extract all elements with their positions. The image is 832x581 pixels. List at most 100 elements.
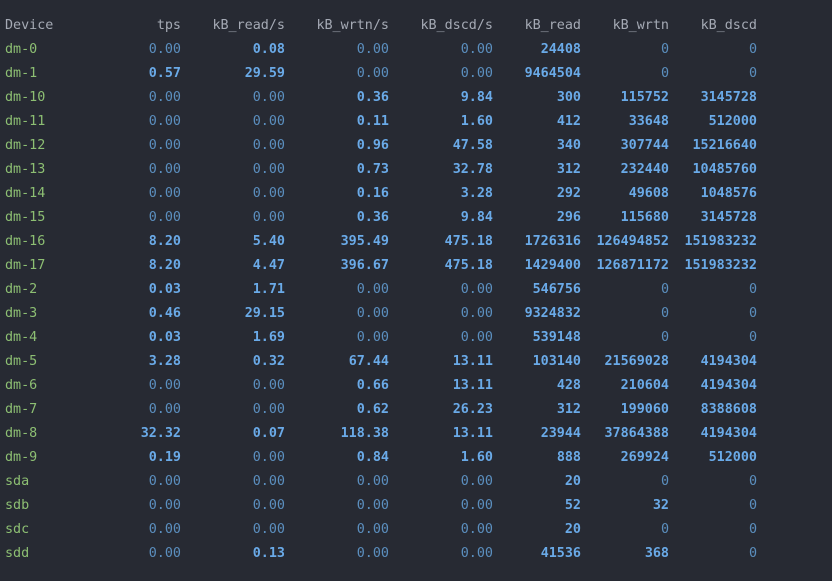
cell-kb-dscd-per-s: 475.18 — [444, 234, 493, 249]
cell-kb-dscd-per-s: 1.60 — [460, 114, 493, 129]
table-row: sdb 0.00 0.00 0.00 0.00 52 32 0 — [0, 494, 832, 518]
device-name: dm-15 — [5, 210, 46, 225]
table-row: dm-15 0.00 0.00 0.36 9.84 296 115680 3145728 — [0, 206, 832, 230]
cell-kb-dscd-per-s: 0.00 — [460, 42, 493, 57]
table-row: dm-16 8.20 5.40 395.49 475.18 1726316 12649485… — [0, 230, 832, 254]
cell-kb-read-per-s: 0.08 — [252, 42, 285, 57]
cell-kb-dscd: 0 — [748, 474, 757, 489]
cell-tps: 0.00 — [148, 162, 181, 177]
table-header: Device tps kB_read/s kB_wrtn/s kB_dscd/s… — [0, 14, 832, 38]
cell-kb-dscd-per-s: 9.84 — [460, 90, 493, 105]
cell-kb-read: 9324832 — [524, 306, 581, 321]
cell-kb-wrtn-per-s: 395.49 — [340, 234, 389, 249]
table-row: dm-12 0.00 0.00 0.96 47.58 340 307744 15216640 — [0, 134, 832, 158]
cell-kb-dscd: 4194304 — [700, 378, 757, 393]
cell-tps: 0.00 — [148, 402, 181, 417]
cell-kb-wrtn-per-s: 0.00 — [356, 330, 389, 345]
cell-kb-read-per-s: 4.47 — [252, 258, 285, 273]
cell-kb-wrtn: 33648 — [628, 114, 669, 129]
cell-kb-wrtn: 269924 — [620, 450, 669, 465]
cell-kb-read-per-s: 0.00 — [252, 522, 285, 537]
cell-kb-wrtn-per-s: 0.00 — [356, 66, 389, 81]
cell-kb-wrtn: 21569028 — [604, 354, 670, 369]
cell-kb-wrtn-per-s: 0.84 — [356, 450, 389, 465]
cell-kb-read: 300 — [556, 90, 581, 105]
cell-tps: 0.57 — [148, 66, 181, 81]
table-row: dm-2 0.03 1.71 0.00 0.00 546756 0 0 — [0, 278, 832, 302]
header-kb-wrtn-per-s: kB_wrtn/s — [316, 18, 389, 33]
cell-kb-read: 52 — [564, 498, 581, 513]
cell-kb-wrtn-per-s: 0.11 — [356, 114, 389, 129]
cell-kb-dscd-per-s: 0.00 — [460, 546, 493, 561]
cell-kb-dscd: 0 — [748, 522, 757, 537]
cell-kb-dscd: 512000 — [708, 450, 757, 465]
cell-kb-wrtn: 126494852 — [596, 234, 669, 249]
table-row: dm-7 0.00 0.00 0.62 26.23 312 199060 8388608 — [0, 398, 832, 422]
cell-kb-wrtn-per-s: 0.00 — [356, 546, 389, 561]
cell-kb-read: 428 — [556, 378, 581, 393]
cell-kb-read: 412 — [556, 114, 581, 129]
cell-kb-read: 296 — [556, 210, 581, 225]
cell-kb-wrtn-per-s: 0.00 — [356, 498, 389, 513]
device-name: dm-3 — [5, 306, 38, 321]
device-name: dm-17 — [5, 258, 46, 273]
cell-kb-wrtn: 199060 — [620, 402, 669, 417]
cell-kb-read: 20 — [564, 474, 581, 489]
cell-kb-dscd-per-s: 0.00 — [460, 522, 493, 537]
cell-kb-dscd: 0 — [748, 330, 757, 345]
cell-kb-dscd: 151983232 — [684, 258, 757, 273]
table-row: dm-6 0.00 0.00 0.66 13.11 428 210604 4194304 — [0, 374, 832, 398]
cell-kb-read: 41536 — [540, 546, 581, 561]
device-name: dm-4 — [5, 330, 38, 345]
cell-kb-read: 24408 — [540, 42, 581, 57]
cell-kb-wrtn-per-s: 0.36 — [356, 210, 389, 225]
cell-kb-wrtn: 368 — [644, 546, 669, 561]
cell-kb-wrtn-per-s: 0.66 — [356, 378, 389, 393]
header-tps: tps — [156, 18, 181, 33]
cell-kb-dscd-per-s: 13.11 — [452, 378, 493, 393]
cell-kb-wrtn: 0 — [660, 42, 669, 57]
device-name: dm-13 — [5, 162, 46, 177]
device-name: dm-12 — [5, 138, 46, 153]
cell-tps: 0.00 — [148, 210, 181, 225]
cell-kb-dscd: 0 — [748, 546, 757, 561]
table-row: dm-11 0.00 0.00 0.11 1.60 412 33648 512000 — [0, 110, 832, 134]
cell-kb-dscd: 8388608 — [700, 402, 757, 417]
cell-kb-read-per-s: 0.00 — [252, 210, 285, 225]
cell-tps: 3.28 — [148, 354, 181, 369]
cell-kb-read: 292 — [556, 186, 581, 201]
cell-kb-read: 539148 — [532, 330, 581, 345]
device-name: dm-2 — [5, 282, 38, 297]
cell-kb-dscd-per-s: 1.60 — [460, 450, 493, 465]
cell-tps: 32.32 — [140, 426, 181, 441]
cell-kb-wrtn: 0 — [660, 282, 669, 297]
cell-kb-read-per-s: 0.32 — [252, 354, 285, 369]
cell-kb-read-per-s: 0.00 — [252, 138, 285, 153]
cell-kb-read-per-s: 1.69 — [252, 330, 285, 345]
cell-kb-dscd-per-s: 0.00 — [460, 330, 493, 345]
cell-kb-read-per-s: 0.13 — [252, 546, 285, 561]
device-name: sdd — [5, 546, 30, 561]
cell-kb-dscd-per-s: 0.00 — [460, 306, 493, 321]
cell-tps: 8.20 — [148, 234, 181, 249]
cell-tps: 0.00 — [148, 522, 181, 537]
cell-tps: 0.03 — [148, 330, 181, 345]
cell-kb-dscd: 0 — [748, 42, 757, 57]
cell-kb-read-per-s: 29.15 — [244, 306, 285, 321]
cell-kb-read: 1726316 — [524, 234, 581, 249]
cell-kb-dscd: 1048576 — [700, 186, 757, 201]
table-row: sda 0.00 0.00 0.00 0.00 20 0 0 — [0, 470, 832, 494]
table-row: dm-9 0.19 0.00 0.84 1.60 888 269924 512000 — [0, 446, 832, 470]
cell-kb-read-per-s: 29.59 — [244, 66, 285, 81]
cell-kb-dscd: 15216640 — [692, 138, 758, 153]
cell-kb-read-per-s: 1.71 — [252, 282, 285, 297]
cell-tps: 0.00 — [148, 114, 181, 129]
device-name: dm-16 — [5, 234, 46, 249]
table-row: dm-4 0.03 1.69 0.00 0.00 539148 0 0 — [0, 326, 832, 350]
table-row: dm-17 8.20 4.47 396.67 475.18 1429400 12687117… — [0, 254, 832, 278]
device-name: dm-8 — [5, 426, 38, 441]
table-row: dm-3 0.46 29.15 0.00 0.00 9324832 0 0 — [0, 302, 832, 326]
cell-kb-wrtn-per-s: 0.96 — [356, 138, 389, 153]
table-row: dm-10 0.00 0.00 0.36 9.84 300 115752 3145728 — [0, 86, 832, 110]
device-name: dm-5 — [5, 354, 38, 369]
